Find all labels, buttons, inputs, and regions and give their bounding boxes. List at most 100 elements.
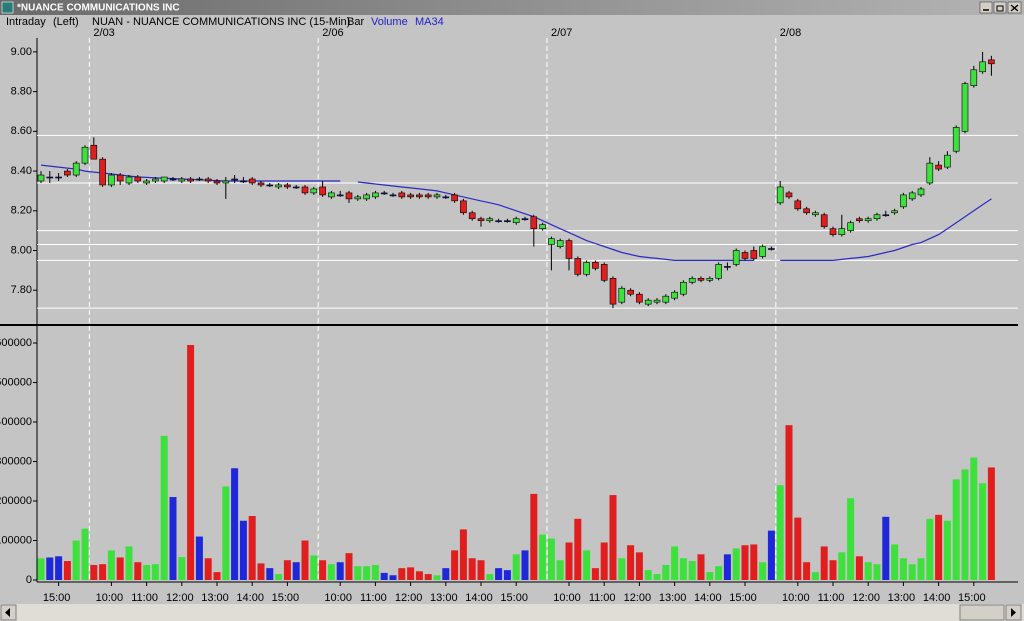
candle-body [908, 192, 916, 200]
volume-bar [521, 550, 529, 580]
candle-body [284, 184, 291, 188]
candle-body [204, 178, 212, 182]
candle-body [169, 178, 177, 181]
volume-bar [943, 520, 951, 580]
close-glyph [1010, 4, 1019, 12]
volume-bar [644, 570, 652, 580]
candle-body [460, 200, 467, 214]
candle-body [715, 264, 722, 279]
candle-body [424, 194, 432, 198]
volume-bar [336, 562, 344, 580]
candle-body [301, 186, 309, 194]
candle-body [970, 69, 978, 86]
volume-bar [767, 530, 775, 580]
volume-bar [970, 457, 978, 580]
x-tick-label: 15:00 [500, 592, 528, 604]
minimize-button[interactable] [979, 1, 993, 14]
volume-bar [327, 564, 335, 580]
candle-body [644, 299, 652, 305]
volume-bar [81, 528, 89, 580]
x-tick-label: 15:00 [729, 592, 757, 604]
candle-body [697, 278, 705, 281]
y-tick-label: 9.00 [11, 46, 32, 58]
x-tick-label: 12:00 [624, 592, 652, 604]
candle-body [873, 214, 881, 220]
candle-body [134, 176, 142, 182]
candle-body [926, 162, 934, 184]
candle-body [37, 174, 45, 182]
candle-body [759, 246, 766, 257]
candle-body [732, 250, 740, 265]
volume-bar [495, 568, 503, 580]
volume-bar [829, 560, 837, 580]
x-tick-label: 13:00 [888, 592, 916, 604]
candle-body [917, 188, 925, 196]
candle-body [222, 180, 230, 184]
candle-body [856, 218, 863, 222]
volume-bar [231, 468, 239, 580]
volume-bar [847, 498, 855, 580]
candle-body [574, 258, 582, 275]
candle-body [803, 208, 810, 214]
scroll-track[interactable] [0, 604, 1024, 621]
candle-body [653, 299, 661, 303]
volume-bar [653, 574, 661, 580]
candle-body [90, 144, 98, 160]
volume-bar [803, 562, 811, 580]
candle-body [600, 264, 608, 281]
volume-bar [706, 572, 714, 580]
volume-bar [389, 575, 397, 580]
candle-body [125, 176, 133, 184]
candle-body [240, 180, 247, 183]
volume-bar [864, 562, 872, 580]
volume-bar [46, 557, 54, 580]
scroll-thumb[interactable] [959, 604, 1005, 621]
x-tick-label: 13:00 [659, 592, 687, 604]
date-label: 2/07 [551, 27, 572, 39]
volume-bar [741, 545, 749, 580]
candle-body [618, 287, 626, 303]
y-tick-label: 8.40 [11, 165, 32, 177]
x-tick-label: 11:00 [360, 592, 387, 604]
candle-body [820, 214, 828, 227]
legend-ma: MA34 [415, 16, 444, 28]
candle-body [372, 192, 379, 198]
candle-body [354, 196, 362, 200]
volume-bar [838, 552, 846, 580]
volume-bar [987, 467, 995, 580]
volume-bar [213, 572, 221, 580]
y-tick-label: 400000 [0, 416, 32, 428]
volume-bar [178, 557, 186, 580]
candle-body [979, 61, 986, 73]
volume-bar [398, 568, 406, 580]
candle-body [407, 194, 414, 198]
window-buttons [979, 1, 1022, 14]
volume-bar [433, 575, 441, 580]
candle-body [310, 188, 318, 194]
candle-body [583, 262, 590, 275]
volume-bar [37, 558, 45, 580]
volume-bar [239, 520, 247, 580]
candle-body [108, 174, 115, 186]
volume-bar [715, 566, 723, 580]
window-icon [1, 1, 14, 14]
candle-body [328, 192, 335, 198]
volume-bar [979, 483, 987, 580]
volume-bar [275, 574, 283, 580]
x-tick-label: 10:00 [96, 592, 124, 604]
candle-body [864, 218, 872, 222]
restore-button[interactable] [993, 1, 1007, 14]
volume-bar [609, 495, 617, 580]
candle-body [266, 184, 274, 187]
candle-body [495, 220, 502, 223]
candle-body [398, 192, 406, 198]
x-tick-label: 11:00 [589, 592, 616, 604]
volume-bar [583, 550, 591, 580]
x-tick-label: 14:00 [923, 592, 951, 604]
x-tick-label: 14:00 [465, 592, 493, 604]
volume-bar [407, 567, 415, 580]
candle-body [944, 154, 951, 168]
